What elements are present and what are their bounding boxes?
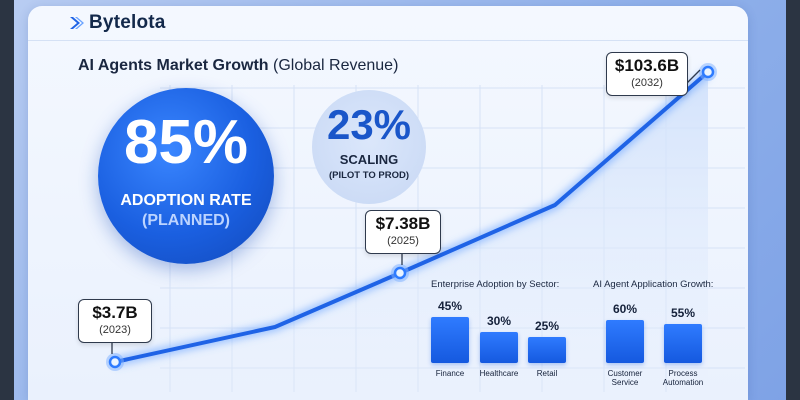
device-bezel-left bbox=[0, 0, 14, 400]
scaling-stat: 23% SCALING (PILOT TO PROD) bbox=[312, 90, 426, 204]
callout-2023: $3.7B (2023) bbox=[78, 299, 152, 343]
bar-category: Healthcare bbox=[466, 369, 532, 378]
application-chart-title: AI Agent Application Growth: bbox=[593, 279, 714, 290]
chart-title: AI Agents Market Growth (Global Revenue) bbox=[78, 57, 398, 75]
bar-value: 30% bbox=[474, 314, 524, 328]
data-point-2025 bbox=[393, 266, 407, 280]
bar-value-label: 55% bbox=[670, 306, 696, 320]
bar-category-label: Automation bbox=[662, 378, 704, 388]
bar-category-label: Service bbox=[611, 378, 639, 388]
chart-title-bold: AI Agents Market Growth bbox=[78, 57, 269, 74]
bar-value-label: 60% bbox=[612, 302, 638, 316]
callout-2025-value: $7.38B bbox=[375, 214, 431, 233]
bar-category-label: Retail bbox=[536, 369, 558, 378]
bar-category-label: Healthcare bbox=[479, 369, 519, 378]
scaling-sublabel: (PILOT TO PROD) bbox=[328, 170, 410, 181]
callout-2025: $7.38B (2025) bbox=[365, 210, 441, 254]
callout-2032: $103.6B (2032) bbox=[606, 52, 688, 96]
scaling-value: 23% bbox=[326, 101, 412, 148]
bar-retail bbox=[528, 337, 566, 363]
bar-category: Process Automation bbox=[650, 369, 716, 387]
device-bezel-right bbox=[786, 0, 800, 400]
line-area-fill bbox=[115, 72, 708, 392]
bar-value: 60% bbox=[600, 302, 650, 316]
bar-value-label: 25% bbox=[534, 319, 560, 333]
data-points bbox=[106, 63, 717, 371]
callout-2032-year: (2032) bbox=[631, 76, 663, 89]
bar-value-label: 30% bbox=[486, 314, 512, 328]
bar-value-label: 45% bbox=[437, 299, 463, 313]
bar-value: 55% bbox=[658, 306, 708, 320]
bar-category: Customer Service bbox=[592, 369, 658, 387]
adoption-rate-label: ADOPTION RATE bbox=[120, 192, 252, 209]
callout-2023-year: (2023) bbox=[99, 323, 131, 336]
data-point-2032 bbox=[701, 65, 715, 79]
bar-customer-service bbox=[606, 320, 644, 363]
bar-finance bbox=[431, 317, 469, 363]
adoption-rate-stat: 85% ADOPTION RATE (PLANNED) bbox=[98, 88, 274, 264]
callout-2025-year: (2025) bbox=[387, 234, 419, 247]
sector-chart-title: Enterprise Adoption by Sector: bbox=[431, 279, 560, 290]
bar-category-label: Customer bbox=[607, 369, 643, 378]
brand-name: Bytelota bbox=[89, 12, 166, 33]
adoption-rate-sublabel: (PLANNED) bbox=[142, 212, 230, 229]
callout-2023-value: $3.7B bbox=[92, 303, 138, 322]
header-divider bbox=[28, 40, 748, 41]
data-point-2023 bbox=[108, 355, 122, 369]
brand-chevron-icon bbox=[70, 17, 84, 29]
scaling-label: SCALING bbox=[339, 152, 399, 167]
bar-category: Finance bbox=[417, 369, 483, 378]
chart-title-normal: (Global Revenue) bbox=[273, 57, 399, 74]
bar-process-automation bbox=[664, 324, 702, 363]
bar-category-label: Finance bbox=[435, 369, 465, 378]
bar-value: 25% bbox=[522, 319, 572, 333]
brand: Bytelota bbox=[68, 12, 166, 34]
callout-2032-value: $103.6B bbox=[614, 56, 680, 75]
bar-category-label: Process bbox=[668, 369, 698, 378]
bar-healthcare bbox=[480, 332, 518, 363]
adoption-rate-value: 85% bbox=[123, 108, 249, 177]
bar-category: Retail bbox=[514, 369, 580, 378]
bar-value: 45% bbox=[425, 299, 475, 313]
